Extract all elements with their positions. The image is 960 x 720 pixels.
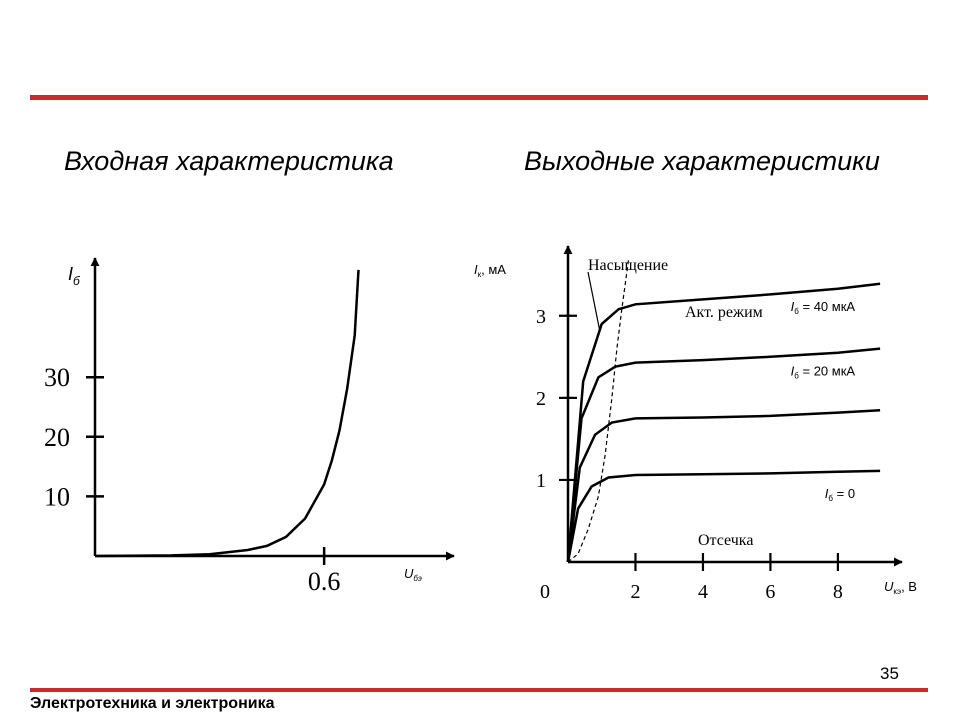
input-characteristic-title: Входная характеристика <box>64 146 394 176</box>
output-characteristics-chart: 2 4 6 8 1 2 3 Iб = 0 Iб = 20 мкА Iб = 40 мкА Нас… <box>474 245 917 603</box>
output-x-axis-label: Uкэ, В <box>884 579 917 596</box>
saturation-annotation: Насыщение <box>588 257 668 274</box>
output-x-tick-label-8: 8 <box>833 581 843 603</box>
input-y-tick-label-30: 30 <box>44 363 70 392</box>
input-y-tick-label-20: 20 <box>44 423 70 452</box>
input-y-axis-label: Iб <box>68 264 81 288</box>
top-accent-line <box>30 95 928 100</box>
output-y-tick-label-1: 1 <box>536 470 546 492</box>
output-curve-label-0: Iб = 0 <box>825 486 855 503</box>
output-x-tick-label-6: 6 <box>765 581 775 603</box>
page-number: 35 <box>880 664 899 683</box>
output-y-tick-label-3: 3 <box>536 306 546 328</box>
output-curve-0 <box>566 469 881 563</box>
output-curve-label-3: Iб = 40 мкА <box>791 299 856 316</box>
output-curve-3 <box>566 282 881 563</box>
saturation-boundary-dashed-curve <box>567 258 630 563</box>
cutoff-annotation: Отсечка <box>698 532 753 549</box>
input-y-tick-label-10: 10 <box>44 482 70 511</box>
input-characteristic-curve <box>94 269 360 558</box>
output-characteristics-title: Выходные характеристики <box>524 146 880 176</box>
input-x-tick-label-0.6: 0.6 <box>308 567 341 596</box>
output-y-tick-label-2: 2 <box>536 388 546 410</box>
input-characteristic-chart: 10 20 30 0.6 Iб Uбэ <box>44 257 455 596</box>
output-curve-1 <box>566 408 881 563</box>
active-mode-annotation: Акт. режим <box>685 304 763 321</box>
saturation-leader-line <box>587 271 601 333</box>
output-x-tick-label-4: 4 <box>698 581 708 603</box>
output-origin-label: 0 <box>540 581 550 603</box>
output-curve-label-2: Iб = 20 мкА <box>791 364 856 381</box>
footer-course-title: Электротехника и электроника <box>30 695 275 712</box>
input-x-axis-label: Uбэ <box>404 566 422 583</box>
output-x-tick-label-2: 2 <box>630 581 640 603</box>
output-curve-2 <box>566 347 881 563</box>
output-y-axis-label: Iк, мА <box>474 262 506 279</box>
bottom-accent-line <box>30 688 928 692</box>
